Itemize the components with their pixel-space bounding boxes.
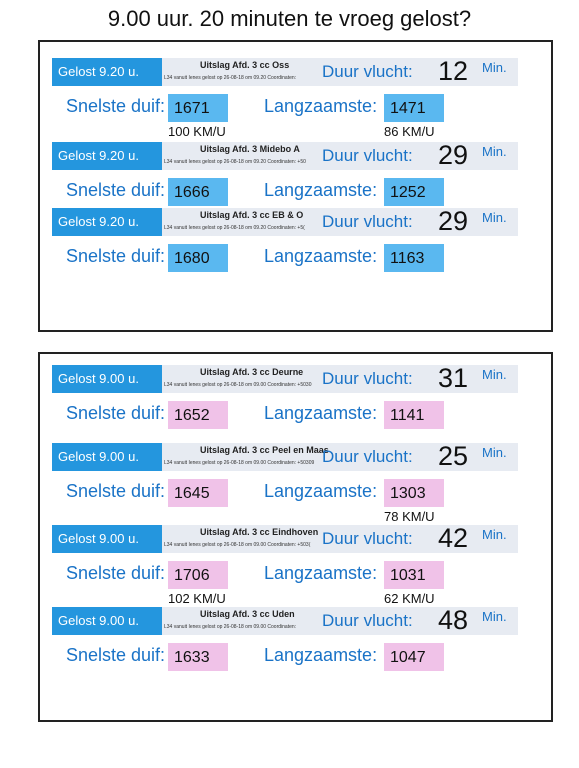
duration-unit: Min. (482, 367, 507, 382)
duration-unit: Min. (482, 144, 507, 159)
slowest-value: 1471 (384, 94, 444, 122)
result-title: Uitslag Afd. 3 cc Deurne (200, 367, 304, 377)
duration-unit: Min. (482, 527, 507, 542)
result-note: L34 vanuit Ienes gelost op 26-08-18 om 0… (164, 624, 297, 630)
fastest-value: 1706 (168, 561, 228, 589)
slowest-label: Langzaamste: (264, 403, 378, 423)
fastest-speed: 102 KM/U (168, 591, 226, 606)
duration-label: Duur vlucht: (322, 369, 413, 388)
released-label: Gelost 9.00 u. (52, 443, 162, 471)
fastest-label: Snelste duif: (66, 481, 166, 501)
duration-unit: Min. (482, 445, 507, 460)
fastest-label: Snelste duif: (66, 96, 166, 116)
result-note: L34 vanuit Ienes gelost op 26-08-18 om 0… (164, 460, 315, 466)
fastest-value: 1652 (168, 401, 228, 429)
page-title: 9.00 uur. 20 minuten te vroeg gelost? (107, 6, 472, 31)
duration-unit: Min. (482, 210, 507, 225)
fastest-label: Snelste duif: (66, 645, 166, 665)
result-title: Uitslag Afd. 3 cc EB & O (200, 210, 304, 220)
fastest-value: 1666 (168, 178, 228, 206)
slowest-label: Langzaamste: (264, 563, 378, 583)
duration: 42 (438, 523, 469, 553)
result-title: Uitslag Afd. 3 cc Peel en Maas (200, 445, 329, 455)
fastest-label: Snelste duif: (66, 180, 166, 200)
fastest-label: Snelste duif: (66, 246, 166, 266)
slowest-label: Langzaamste: (264, 180, 378, 200)
duration: 29 (438, 206, 469, 236)
fastest-value: 1680 (168, 244, 228, 272)
duration-label: Duur vlucht: (322, 146, 413, 165)
slowest-speed: 62 KM/U (384, 591, 435, 606)
fastest-value: 1671 (168, 94, 228, 122)
result-note: L34 vanuit Ienes gelost op 26-08-18 om 0… (164, 225, 305, 231)
duration-label: Duur vlucht: (322, 447, 413, 466)
result-title: Uitslag Afd. 3 Midebo A (200, 144, 300, 154)
fastest-label: Snelste duif: (66, 563, 166, 583)
released-label: Gelost 9.00 u. (52, 607, 162, 635)
result-title: Uitslag Afd. 3 cc Oss (200, 60, 290, 70)
slowest-label: Langzaamste: (264, 246, 378, 266)
duration-unit: Min. (482, 609, 507, 624)
fastest-label: Snelste duif: (66, 403, 166, 423)
box (38, 40, 553, 332)
released-label: Gelost 9.00 u. (52, 525, 162, 553)
slowest-value: 1303 (384, 479, 444, 507)
released-label: Gelost 9.20 u. (52, 142, 162, 170)
slowest-value: 1031 (384, 561, 444, 589)
slowest-label: Langzaamste: (264, 481, 378, 501)
duration-unit: Min. (482, 60, 507, 75)
duration: 31 (438, 363, 469, 393)
result-title: Uitslag Afd. 3 cc Uden (200, 609, 295, 619)
slowest-value: 1047 (384, 643, 444, 671)
slowest-value: 1252 (384, 178, 444, 206)
result-note: L34 vanuit Ienes gelost op 26-08-18 om 0… (164, 382, 312, 388)
duration: 12 (438, 56, 469, 86)
slowest-speed: 86 KM/U (384, 124, 435, 139)
result-title: Uitslag Afd. 3 cc Eindhoven (200, 527, 319, 537)
box (38, 352, 553, 722)
slowest-value: 1141 (384, 401, 444, 429)
fastest-value: 1633 (168, 643, 228, 671)
result-note: L34 vanuit Ienes gelost op 26-08-18 om 0… (164, 75, 297, 81)
released-label: Gelost 9.20 u. (52, 58, 162, 86)
released-label: Gelost 9.00 u. (52, 365, 162, 393)
duration: 25 (438, 441, 469, 471)
result-note: L34 vanuit Ienes gelost op 26-08-18 om 0… (164, 159, 306, 165)
slowest-value: 1163 (384, 244, 444, 272)
duration-label: Duur vlucht: (322, 611, 413, 630)
slowest-label: Langzaamste: (264, 645, 378, 665)
duration-label: Duur vlucht: (322, 529, 413, 548)
released-label: Gelost 9.20 u. (52, 208, 162, 236)
fastest-speed: 100 KM/U (168, 124, 226, 139)
duration: 48 (438, 605, 469, 635)
duration-label: Duur vlucht: (322, 62, 413, 81)
slowest-label: Langzaamste: (264, 96, 378, 116)
duration-label: Duur vlucht: (322, 212, 413, 231)
slowest-speed: 78 KM/U (384, 509, 435, 524)
duration: 29 (438, 140, 469, 170)
result-note: L34 vanuit Ienes gelost op 26-08-18 om 0… (164, 542, 311, 548)
fastest-value: 1645 (168, 479, 228, 507)
